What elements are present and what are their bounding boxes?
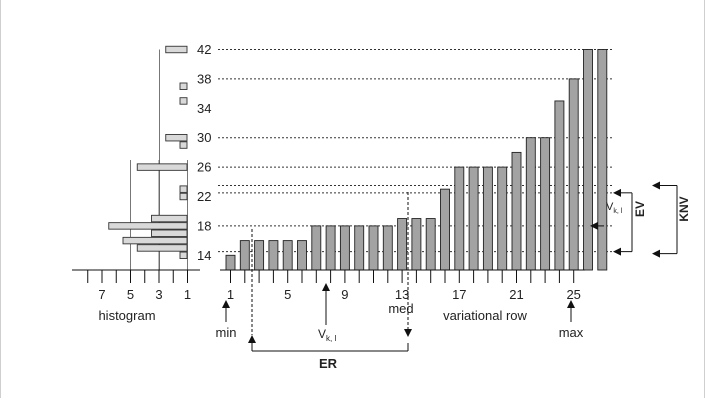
variational-row-bar <box>254 240 265 271</box>
variational-row-bar <box>397 218 408 271</box>
y-tick-label: 18 <box>197 218 211 233</box>
y-tick-label: 22 <box>197 189 211 204</box>
ev-top-arrow-head <box>613 188 621 197</box>
axes <box>72 269 585 283</box>
variational-row-bar <box>597 49 608 271</box>
histogram-bar <box>179 141 188 149</box>
histogram-tick-label: 7 <box>98 287 105 302</box>
histogram-bars <box>108 45 188 270</box>
histogram-bar <box>179 192 188 201</box>
variational-row-bar <box>568 78 579 271</box>
y-tick-label: 34 <box>197 101 211 116</box>
variational-row-bar <box>468 166 479 271</box>
annotations: histogram variational row min med max Vk… <box>98 196 691 371</box>
annotation-arrows <box>222 181 678 352</box>
variational-row-tick-label: 13 <box>395 287 409 302</box>
variational-row-bars <box>225 49 608 271</box>
v-kl-right-main: V <box>606 201 614 213</box>
variational-row-bar <box>225 254 236 271</box>
v-kl-right-arrow-head <box>590 221 598 230</box>
v-kl-subscript: k, l <box>326 334 336 343</box>
variational-row-bar <box>525 137 536 271</box>
y-tick-label: 26 <box>197 160 211 175</box>
v-kl-right-subscript: k, l <box>613 208 622 215</box>
histogram-tick-label: 5 <box>127 287 134 302</box>
variational-row-bar <box>511 151 522 271</box>
variational-row-tick-label: 25 <box>566 287 580 302</box>
histogram-bar <box>179 251 188 260</box>
y-tick-label: 38 <box>197 71 211 86</box>
max-arrow-head <box>567 300 575 308</box>
variational-row-bar <box>440 188 450 271</box>
histogram-tick-label: 3 <box>155 287 162 302</box>
variational-row-bar <box>268 240 279 271</box>
histogram-bar <box>136 244 188 252</box>
variational-row-bar <box>497 166 508 271</box>
variational-row-bar <box>382 225 393 271</box>
y-tick-labels: 14 18 22 26 30 34 38 42 <box>197 42 211 263</box>
ev-bottom-arrow-head <box>613 247 621 256</box>
med-arrow-head <box>404 329 412 337</box>
variational-row-tick-label: 17 <box>452 287 466 302</box>
min-label: min <box>216 325 237 340</box>
histogram-bar <box>136 163 188 171</box>
histogram-label: histogram <box>98 308 155 323</box>
v-kl-arrow-head <box>322 283 330 291</box>
variational-row-bar <box>540 137 551 271</box>
knv-top-arrow-head <box>652 181 660 190</box>
ev-label: EV <box>633 201 647 217</box>
max-label: max <box>559 325 584 340</box>
histogram-bar <box>179 82 188 90</box>
histogram-tick-label: 1 <box>184 287 191 302</box>
x-tick-labels: 7 5 3 1 1 5 9 13 17 21 25 <box>98 287 581 302</box>
variational-row-bar <box>454 166 465 271</box>
min-arrow-head <box>222 300 230 308</box>
er-left-arrow-head <box>248 335 256 343</box>
er-label: ER <box>319 356 338 371</box>
knv-label: KNV <box>677 196 691 221</box>
variational-row-bar <box>425 218 436 271</box>
histogram-bar <box>151 214 188 223</box>
variational-row-bar <box>239 240 250 271</box>
y-tick-label: 14 <box>197 248 211 263</box>
variational-row-bar <box>583 49 593 271</box>
variational-row-bar <box>297 240 307 271</box>
variational-row-bar <box>354 225 365 271</box>
histogram-bar <box>165 133 188 142</box>
variational-row-bar <box>325 225 336 271</box>
histogram-bar <box>108 222 188 230</box>
histogram-bar <box>151 229 188 237</box>
variational-row-bar <box>411 218 422 271</box>
v-kl-main: V <box>318 327 326 341</box>
variational-row-bar <box>554 100 565 271</box>
histogram-bar <box>122 236 188 245</box>
v-kl-label: Vk, l <box>318 327 336 343</box>
variational-row-tick-label: 5 <box>284 287 291 302</box>
variational-row-tick-label: 21 <box>509 287 523 302</box>
variational-row-tick-label: 9 <box>341 287 348 302</box>
variational-row-bar <box>339 225 350 271</box>
y-tick-label: 30 <box>197 130 211 145</box>
v-kl-right-label: Vk, l <box>606 201 623 215</box>
med-label: med <box>388 301 413 316</box>
knv-bottom-arrow-head <box>652 249 660 258</box>
variational-row-bar <box>311 225 322 271</box>
variational-row-bar <box>368 225 379 271</box>
variational-row-tick-label: 1 <box>227 287 234 302</box>
variational-row-bar <box>482 166 493 271</box>
histogram-bar <box>179 97 188 105</box>
y-tick-label: 42 <box>197 42 211 57</box>
histogram-bar <box>179 185 188 193</box>
histogram-bar <box>165 45 188 54</box>
variational-row-label: variational row <box>443 308 527 323</box>
variational-row-bar <box>282 240 293 271</box>
